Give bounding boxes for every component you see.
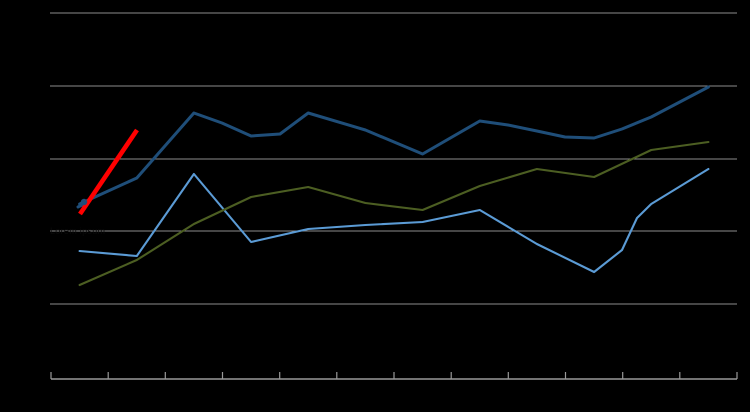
- svg-text:Lorem ipsum: Lorem ipsum: [50, 226, 105, 236]
